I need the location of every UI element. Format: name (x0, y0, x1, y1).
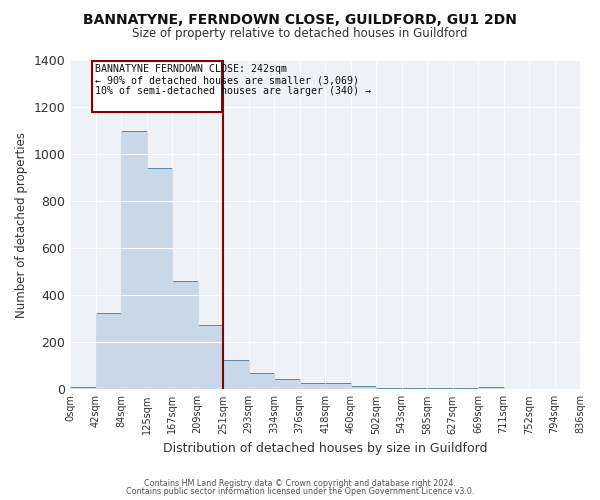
Text: BANNATYNE FERNDOWN CLOSE: 242sqm: BANNATYNE FERNDOWN CLOSE: 242sqm (95, 64, 287, 74)
Bar (96, 313, 121, 390)
Text: Contains HM Land Registry data © Crown copyright and database right 2024.: Contains HM Land Registry data © Crown c… (144, 478, 456, 488)
Bar (350, 386, 376, 390)
Bar (121, 130, 147, 390)
Text: Size of property relative to detached houses in Guildford: Size of property relative to detached ho… (132, 28, 468, 40)
Bar (248, 373, 274, 390)
Bar (147, 168, 172, 390)
Y-axis label: Number of detached properties: Number of detached properties (15, 132, 28, 318)
Bar (452, 388, 478, 390)
Bar (427, 388, 452, 390)
Text: BANNATYNE, FERNDOWN CLOSE, GUILDFORD, GU1 2DN: BANNATYNE, FERNDOWN CLOSE, GUILDFORD, GU… (83, 12, 517, 26)
Bar (325, 384, 350, 390)
Bar (172, 281, 198, 390)
X-axis label: Distribution of detached houses by size in Guildford: Distribution of detached houses by size … (163, 442, 487, 455)
Bar (299, 384, 325, 390)
Bar (70, 387, 96, 390)
Bar (478, 387, 503, 390)
Text: 10% of semi-detached houses are larger (340) →: 10% of semi-detached houses are larger (… (95, 86, 371, 97)
Bar (198, 324, 223, 390)
Bar (401, 388, 427, 390)
Bar (223, 360, 248, 390)
Text: Contains public sector information licensed under the Open Government Licence v3: Contains public sector information licen… (126, 487, 474, 496)
FancyBboxPatch shape (92, 61, 222, 112)
Bar (274, 380, 299, 390)
Text: ← 90% of detached houses are smaller (3,069): ← 90% of detached houses are smaller (3,… (95, 76, 359, 86)
Bar (376, 388, 401, 390)
